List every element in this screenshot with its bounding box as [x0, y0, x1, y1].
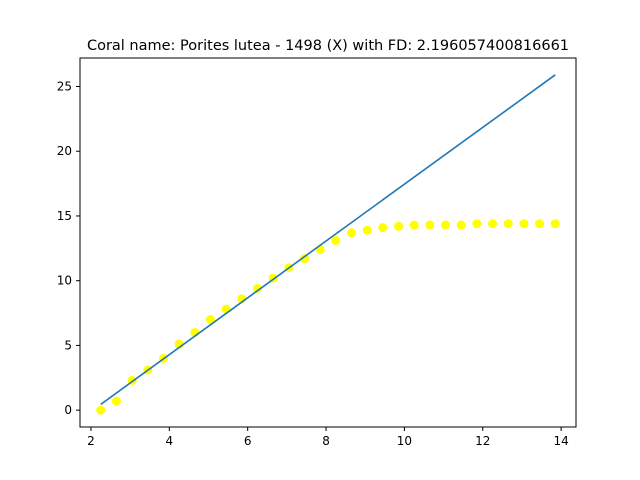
y-tick-label: 15: [57, 209, 72, 223]
x-tick-label: 14: [553, 434, 568, 448]
scatter-point: [519, 219, 529, 229]
scatter-point: [503, 219, 513, 229]
scatter-point: [299, 254, 309, 264]
scatter-point: [550, 219, 560, 229]
scatter-point: [205, 315, 215, 325]
scatter-point: [378, 223, 388, 233]
scatter-point: [252, 283, 262, 293]
x-tick-label: 2: [87, 434, 95, 448]
scatter-point: [441, 220, 451, 230]
scatter-point: [96, 405, 106, 415]
plot-area: [96, 74, 560, 415]
x-tick-label: 4: [166, 434, 174, 448]
scatter-point: [221, 304, 231, 314]
x-tick-label: 6: [244, 434, 252, 448]
scatter-point: [362, 225, 372, 235]
y-tick-label: 0: [64, 403, 72, 417]
chart-title: Coral name: Porites lutea - 1498 (X) wit…: [87, 38, 569, 54]
y-tick-label: 5: [64, 338, 72, 352]
axis-ticks: 2 4 6 8 10 12 14 0 5 10 15 20 25: [57, 79, 569, 448]
fit-line: [100, 74, 556, 405]
scatter-point: [111, 396, 121, 406]
scatter-point: [347, 228, 357, 238]
scatter-point: [315, 245, 325, 255]
x-tick-label: 10: [397, 434, 412, 448]
x-tick-label: 12: [475, 434, 490, 448]
scatter-point: [456, 220, 466, 230]
y-tick-label: 10: [57, 274, 72, 288]
scatter-point: [394, 221, 404, 231]
y-tick-label: 25: [57, 79, 72, 93]
scatter-point: [472, 219, 482, 229]
y-tick-label: 20: [57, 144, 72, 158]
scatter-point: [425, 220, 435, 230]
scatter-point: [409, 220, 419, 230]
scatter-point: [488, 219, 498, 229]
x-tick-label: 8: [322, 434, 330, 448]
axes-frame: [79, 57, 577, 428]
scatter-point: [535, 219, 545, 229]
scatter-point: [331, 236, 341, 246]
